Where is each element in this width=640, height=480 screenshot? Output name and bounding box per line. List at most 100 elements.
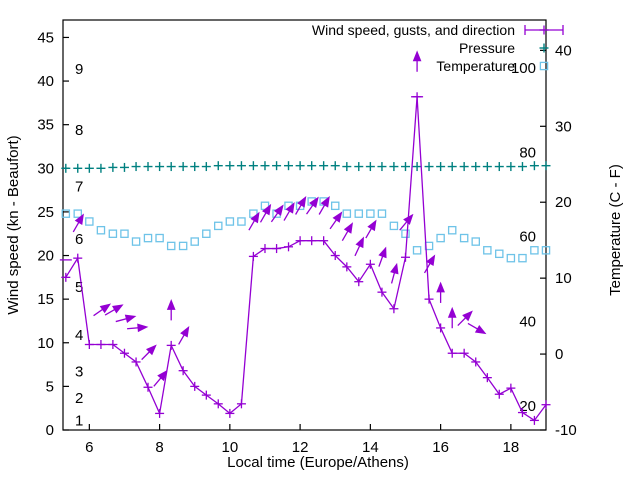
wind-direction-arrow (447, 306, 457, 329)
pressure-point (143, 162, 153, 172)
pressure-point (517, 162, 527, 172)
wind-speed-point (213, 399, 223, 409)
pressure-point (108, 162, 118, 172)
beaufort-label: 5 (75, 279, 83, 296)
wind-speed-point (190, 381, 200, 391)
temperature-point (96, 225, 106, 235)
pressure-point (84, 163, 94, 173)
temperature-point (85, 217, 94, 226)
wind-speed-point (96, 340, 106, 350)
legend-marker-plus (539, 43, 549, 53)
temperature-point (401, 229, 410, 238)
wind-speed-point (260, 244, 270, 254)
pressure-point (178, 162, 188, 172)
wind-direction-arrow (423, 254, 436, 274)
wind-direction-arrow (166, 299, 176, 321)
y2-tick-label: 40 (555, 42, 572, 59)
pressure-point (190, 162, 200, 172)
pressure-point (260, 161, 270, 171)
temperature-point (237, 217, 246, 226)
pressure-point (377, 162, 387, 172)
temperature-point (143, 233, 153, 243)
wind-speed-point (73, 253, 83, 263)
y2-axis-ticks: -10 0 10 20 30 40 (540, 42, 577, 439)
pressure-point (248, 161, 258, 171)
pressure-point (424, 162, 434, 172)
wind-speed-point (400, 252, 410, 262)
x-tick-label: 6 (85, 439, 93, 456)
wind-speed-point (436, 323, 446, 333)
y-tick-label: 35 (37, 117, 54, 134)
x-tick-label: 12 (292, 439, 309, 456)
pressure-point (155, 162, 165, 172)
pressure-point (319, 161, 329, 171)
wind-speed-point (377, 287, 387, 297)
wind-direction-arrow (295, 196, 307, 215)
wind-speed-point (307, 236, 317, 246)
legend-label: Wind speed, gusts, and direction (312, 22, 515, 38)
pressure-point (529, 161, 539, 171)
temperature-point (354, 209, 364, 218)
pressure-point (236, 161, 246, 171)
pressure-point (166, 162, 176, 172)
x-tick-label: 18 (503, 439, 520, 456)
y2-tick-label: 30 (555, 118, 572, 135)
temperature-point (412, 246, 422, 255)
pressure-point (307, 161, 317, 171)
pressure-point (213, 161, 223, 171)
temperature-point (61, 209, 71, 218)
wind-direction-arrow (248, 211, 260, 231)
temperature-point (459, 233, 469, 243)
temperature-point (436, 233, 445, 243)
wind-speed-point (119, 348, 129, 358)
temperature-point (120, 229, 129, 238)
beaufort-label: 3 (75, 364, 83, 381)
wind-direction-arrow (329, 211, 343, 230)
wind-speed-line (65, 96, 547, 422)
y2-tick-label: 20 (555, 194, 572, 211)
fahrenheit-label: 20 (519, 398, 536, 415)
fahrenheit-label: 40 (519, 314, 536, 331)
wind-direction-arrow (390, 262, 399, 284)
y-tick-label: 0 (46, 422, 54, 439)
x-axis-ticks: 6 8 10 12 14 16 18 (85, 424, 519, 456)
wind-speed-point (529, 415, 539, 425)
y-tick-label: 40 (37, 73, 54, 90)
pressure-point (459, 162, 469, 172)
wind-speed-point (447, 348, 457, 358)
temperature-point (377, 209, 387, 218)
pressure-point (119, 162, 129, 172)
fahrenheit-label: 60 (519, 229, 536, 246)
fahrenheit-label: 80 (519, 144, 536, 161)
x-tick-label: 14 (362, 439, 379, 456)
wind-direction-arrow (318, 196, 330, 215)
beaufort-label: 2 (75, 390, 83, 407)
pressure-point (541, 161, 551, 171)
wind-speed-point (155, 408, 165, 418)
beaufort-label: 4 (75, 327, 83, 344)
wind-speed-point (272, 244, 282, 254)
wind-speed-point (166, 340, 176, 350)
wind-direction-arrow (412, 50, 422, 72)
wind-speed-point (225, 408, 235, 418)
wind-direction-arrow (283, 202, 295, 221)
y-tick-label: 5 (46, 378, 54, 395)
temperature-point (541, 246, 551, 255)
wind-speed-point (84, 340, 94, 350)
wind-speed-point (459, 348, 469, 358)
pressure-point (436, 162, 446, 172)
series-pressure (61, 161, 551, 173)
beaufort-label: 7 (75, 179, 83, 196)
wind-direction-arrow (467, 322, 487, 335)
series-wind-speed (59, 50, 551, 425)
temperature-point (342, 209, 352, 218)
temperature-point (495, 249, 504, 259)
beaufort-label: 8 (75, 122, 83, 139)
wind-speed-point (284, 242, 294, 252)
temperature-point (108, 229, 118, 238)
wind-speed-point (330, 251, 340, 261)
pressure-point (389, 162, 399, 172)
wind-speed-point (494, 389, 504, 399)
x-axis-title: Local time (Europe/Athens) (227, 454, 409, 471)
